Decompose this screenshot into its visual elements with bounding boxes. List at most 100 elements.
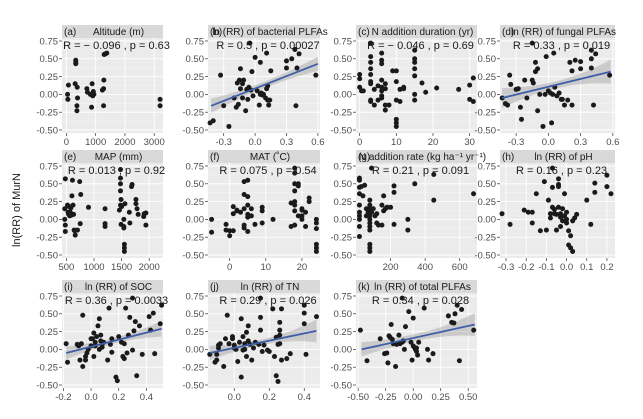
regression-line (361, 323, 475, 351)
data-point (379, 88, 385, 94)
data-point (124, 350, 130, 356)
data-point (386, 102, 392, 108)
y-tick-label: 0.00 (334, 345, 353, 356)
data-point (569, 102, 575, 108)
y-tick-label: -0.25 (36, 363, 58, 374)
data-point (118, 175, 124, 181)
data-point (401, 86, 407, 92)
data-point (356, 202, 362, 208)
data-point (499, 211, 505, 217)
data-point (412, 181, 418, 187)
panel-title: MAT (˚C) (250, 151, 290, 163)
data-point (299, 213, 305, 219)
y-tick-label: -0.50 (36, 125, 58, 136)
data-point (550, 91, 556, 97)
data-point (223, 221, 229, 227)
data-point (393, 116, 399, 122)
data-point (371, 86, 377, 92)
data-point (134, 206, 140, 212)
panel-tag: (g) (358, 152, 370, 163)
data-point (292, 188, 298, 194)
data-point (89, 81, 95, 87)
data-point (367, 220, 373, 226)
data-point (133, 201, 139, 207)
data-point (277, 319, 283, 325)
data-point (74, 84, 80, 90)
data-point (249, 357, 255, 363)
data-point (102, 206, 108, 212)
data-point (524, 95, 530, 101)
y-tick-label: -0.50 (182, 125, 204, 136)
stat-annotation: R = − 0.096 , p = 0.63 (63, 40, 170, 52)
data-point (266, 102, 272, 108)
data-point (314, 314, 319, 320)
panel-strip (356, 25, 477, 38)
panel-strip (356, 280, 477, 293)
data-point (74, 103, 80, 109)
y-tick-label: -0.50 (474, 250, 496, 261)
data-point (134, 373, 140, 379)
data-point (367, 224, 373, 230)
data-point (77, 357, 83, 363)
x-tick-label: 0.0 (542, 137, 555, 148)
data-point (247, 40, 253, 46)
data-point (254, 88, 260, 94)
y-tick-label: -0.50 (182, 250, 204, 261)
x-tick-label: -0.3 (508, 137, 524, 148)
data-point (301, 321, 307, 327)
data-point (430, 351, 436, 357)
x-tick-label: -0.1 (538, 262, 554, 273)
data-point (78, 341, 84, 347)
data-point (393, 120, 399, 126)
data-point (558, 211, 564, 217)
data-point (143, 210, 149, 216)
y-tick-label: 0.25 (334, 327, 353, 338)
data-point (102, 224, 108, 230)
panel-title: Altitude (m) (93, 27, 144, 38)
x-tick-label: 600 (452, 262, 468, 273)
data-point (83, 357, 89, 363)
data-point (574, 211, 580, 217)
y-tick-label: -0.50 (330, 380, 352, 391)
data-point (121, 245, 127, 251)
data-point (368, 59, 374, 65)
panel-title: ln (RR) of TN (241, 282, 300, 293)
data-point (129, 182, 135, 188)
y-tick-label: 0.50 (478, 179, 497, 190)
data-point (293, 103, 299, 109)
data-point (426, 357, 432, 363)
data-point (545, 197, 551, 203)
data-point (412, 66, 418, 72)
data-point (397, 99, 403, 105)
data-point (368, 40, 374, 46)
data-point (105, 357, 111, 363)
data-point (313, 216, 319, 222)
data-point (507, 72, 513, 78)
data-point (556, 90, 562, 96)
data-point (264, 50, 270, 56)
y-tick-label: -0.25 (330, 108, 352, 119)
data-point (412, 73, 418, 79)
data-point (467, 96, 473, 102)
data-point (89, 336, 95, 342)
data-point (467, 82, 473, 88)
x-tick-label: -0.3 (498, 262, 514, 273)
data-point (505, 102, 511, 108)
data-point (388, 204, 394, 210)
panel-tag: (b) (210, 27, 222, 38)
stat-annotation: R = 0.21 , p = 0.091 (372, 165, 469, 177)
data-point (292, 165, 298, 171)
x-tick-label: 0.50 (459, 392, 478, 403)
data-point (127, 314, 133, 320)
data-point (284, 65, 290, 71)
x-tick-label: 500 (58, 262, 74, 273)
data-point (389, 336, 395, 342)
data-point (277, 327, 283, 333)
data-point (292, 47, 298, 53)
data-point (412, 56, 418, 62)
data-point (529, 209, 535, 215)
data-point (72, 232, 78, 238)
data-point (377, 336, 383, 342)
data-point (431, 172, 437, 178)
y-tick-label: 0.75 (334, 161, 353, 172)
